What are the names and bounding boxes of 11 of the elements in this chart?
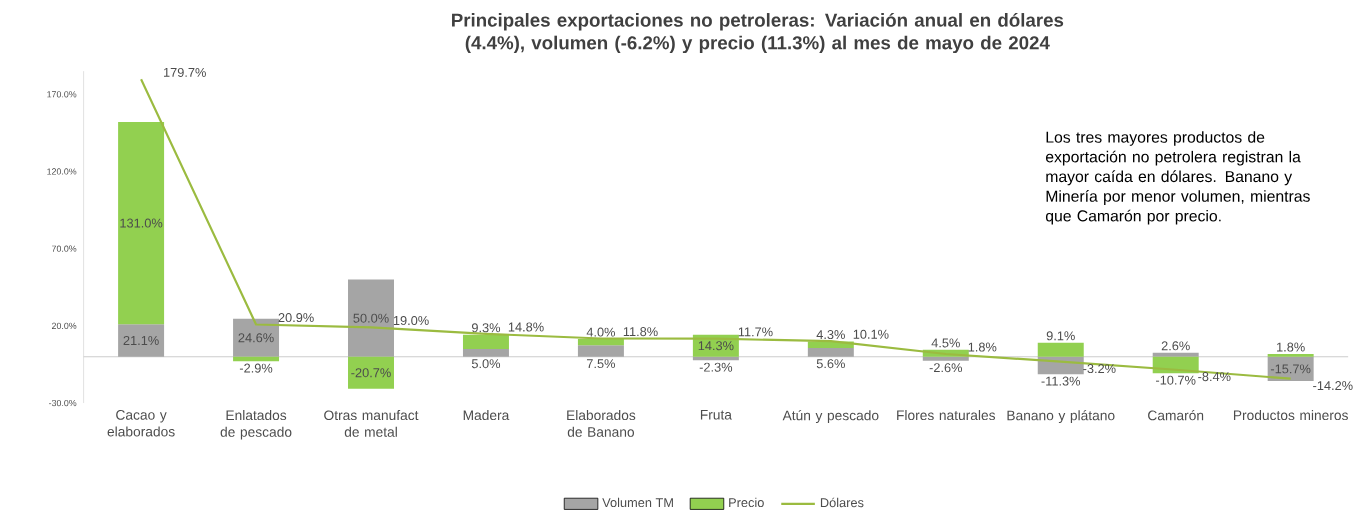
- bar: [807, 348, 854, 357]
- bar: [462, 349, 509, 357]
- bar: [118, 324, 165, 357]
- bar: [118, 122, 165, 325]
- chart-title: Principales exportaciones no petroleras: Variación anual en dólares (4.4%), volumen (-6.2%) y precio (11.3%) al mes de mayo de 2024: [452, 13, 1064, 54]
- bar: [348, 356, 394, 389]
- bar: [348, 279, 394, 357]
- bar: [233, 318, 280, 357]
- bar: [1037, 342, 1084, 357]
- bar: [577, 345, 624, 357]
- bar: [462, 334, 509, 350]
